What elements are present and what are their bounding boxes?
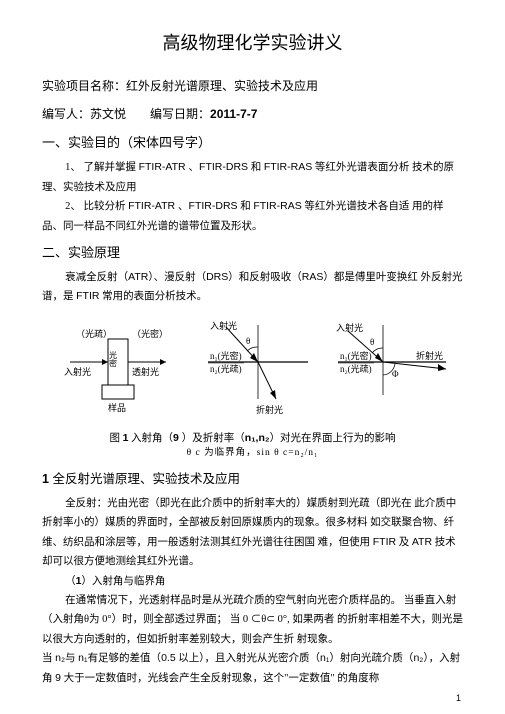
- section-2-head: 二、实验原理: [42, 242, 463, 264]
- sec3-p4: 当 n₂与 n₁有足够的差值（0.5 以上），且入射光从光密介质（n₁）射向光疏…: [42, 649, 463, 688]
- t: 2、 比较分析: [65, 201, 128, 212]
- date-value: 2011-7-7: [210, 107, 257, 121]
- t: 常用的表面分析技术。: [99, 291, 207, 302]
- t: 衰减全反射（: [65, 272, 128, 283]
- proj-label: 实验项目名称：: [42, 79, 126, 93]
- date-label: 编写日期：: [150, 107, 210, 121]
- t: 与: [65, 653, 78, 664]
- t: 大于一定数值时，光线会产生全反射现象，这个"一定数值" 的角度称: [61, 673, 379, 684]
- t: 图: [109, 433, 122, 444]
- svg-text:θ: θ: [246, 336, 250, 346]
- t: ATR: [412, 536, 432, 548]
- figure-1-caption-2: θ c 为临界角，sin θ c=n₂/n₁: [42, 447, 463, 460]
- svg-text:θ: θ: [370, 337, 374, 347]
- sec3-p1: 全反射：光由光密（即光在此介质中的折射率大的）媒质射到光疏（即光在 此介质中折射…: [42, 494, 463, 572]
- t: n₁,n₂: [245, 432, 270, 444]
- t: FTIR: [373, 536, 396, 548]
- svg-text:入射光: 入射光: [64, 366, 91, 377]
- t: 以上），且入射光从光密介质（: [176, 653, 320, 664]
- t: ）对光在界面上行为的影响: [270, 433, 396, 444]
- section-1-head: 一、实验目的（宋体四号字）: [42, 132, 463, 154]
- svg-text:折射光: 折射光: [256, 404, 283, 415]
- svg-text:样品: 样品: [108, 402, 126, 413]
- svg-text:入射光: 入射光: [210, 320, 237, 331]
- page-title: 高级物理化学实验讲义: [42, 28, 463, 59]
- figure-1: （光疏） （光密） 入射光 透射光 光密 样品 入射光 θ 折射光 n₁(光密)…: [42, 317, 463, 424]
- author-value: 苏文悦: [90, 107, 126, 121]
- sec3-p3: 在通常情况下，光透射样品时是从光疏介质的空气射向光密介质样品的。 当垂直入射（入…: [42, 591, 463, 649]
- t: 和: [238, 201, 254, 212]
- figure-1-caption: 图 1 入射角（9 ）及折射率（n₁,n₂）对光在界面上行为的影响: [42, 430, 463, 448]
- t: 0.5: [161, 652, 176, 664]
- svg-text:（光密）: （光密）: [132, 328, 168, 339]
- svg-text:透射光: 透射光: [132, 366, 159, 377]
- svg-text:n₁(光密): n₁(光密): [210, 350, 242, 361]
- svg-text:（光疏）: （光疏）: [76, 328, 112, 339]
- t: FTIR: [76, 290, 99, 302]
- t: ）、漫反射（: [148, 272, 206, 283]
- svg-text:Φ: Φ: [392, 369, 399, 379]
- proj-value: 红外反射光谱原理、实验技术及应用: [126, 79, 318, 93]
- t: 和: [248, 162, 264, 173]
- t: FTIR-ATR 、FTIR-DRS: [139, 161, 248, 173]
- t: ATR: [128, 271, 148, 283]
- svg-text:n₂(光疏): n₂(光疏): [210, 363, 242, 374]
- t: FTIR-RAS: [264, 161, 312, 173]
- section-3-head: 1 1 全反射光谱原理、实验技术及应用全反射光谱原理、实验技术及应用: [42, 469, 463, 490]
- svg-text:n₂(光疏): n₂(光疏): [340, 363, 372, 374]
- t: 及: [396, 537, 412, 548]
- t: 入射角（: [128, 433, 173, 444]
- t: DRS: [206, 271, 228, 283]
- meta-author-date: 编写人：苏文悦 编写日期：2011-7-7: [42, 103, 463, 126]
- svg-text:n₁(光密): n₁(光密): [340, 350, 372, 361]
- t: 有足够的差值（: [88, 653, 162, 664]
- svg-text:光密: 光密: [108, 350, 117, 368]
- t: n₁: [78, 652, 87, 664]
- t: ）及折射率（: [182, 433, 245, 444]
- sec1-p2: 2、 比较分析 FTIR-ATR 、FTIR-DRS 和 FTIR-RAS 等红…: [42, 197, 463, 236]
- sec3-p2: （1）入射角与临界角: [42, 572, 463, 591]
- optics-diagram: （光疏） （光密） 入射光 透射光 光密 样品 入射光 θ 折射光 n₁(光密)…: [58, 317, 448, 417]
- sec1-p1: 1、 了解并掌握 FTIR-ATR 、FTIR-DRS 和 FTIR-RAS 等…: [42, 158, 463, 197]
- svg-text:折射光: 折射光: [416, 350, 443, 361]
- sec2-p1: 衰减全反射（ATR）、漫反射（DRS）和反射吸收（RAS）都是傅里叶变换红 外反…: [42, 268, 463, 307]
- page-number: 1: [456, 691, 461, 706]
- svg-text:入射光: 入射光: [336, 322, 363, 333]
- author-label: 编写人：: [42, 107, 90, 121]
- meta-project: 实验项目名称：红外反射光谱原理、实验技术及应用: [42, 75, 463, 98]
- t: FTIR-RAS: [253, 200, 301, 212]
- t: FTIR-ATR 、FTIR-DRS: [128, 200, 237, 212]
- t: 1、 了解并掌握: [65, 162, 139, 173]
- t: n₂: [413, 652, 423, 664]
- t: ）射向光疏介质（: [329, 653, 413, 664]
- t: RAS: [302, 271, 324, 283]
- t: n₂: [55, 652, 65, 664]
- t: 9: [173, 432, 182, 444]
- t: 当: [42, 653, 55, 664]
- t: ）和反射吸收（: [228, 272, 302, 283]
